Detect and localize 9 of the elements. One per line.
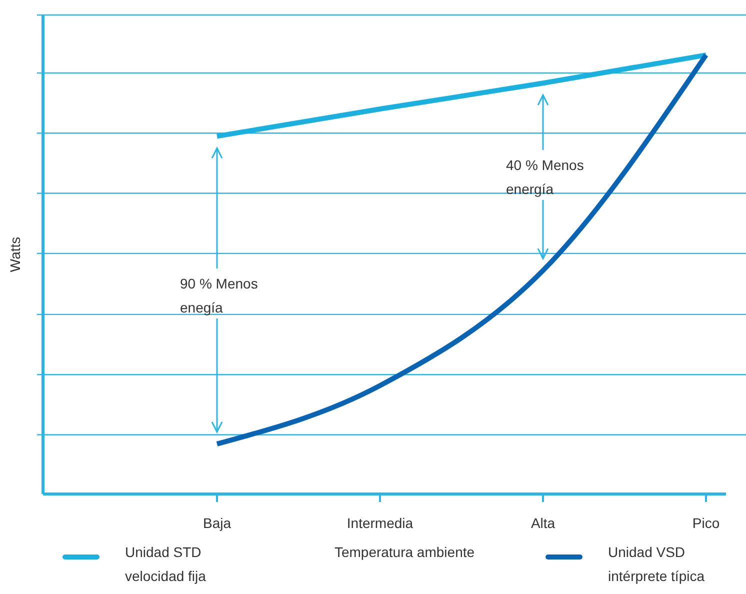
annotation: 90 % Menos enegía (180, 275, 258, 316)
legend-label: Unidad STD velocidad fija (125, 544, 206, 584)
x-axis-title: Temperatura ambiente (334, 544, 475, 560)
x-tick-label: Intermedia (346, 515, 414, 531)
y-axis-title: Watts (7, 236, 23, 272)
x-tick-label: Alta (530, 515, 556, 531)
x-tick-label: Pico (692, 515, 720, 531)
x-tick-label: Baja (202, 515, 232, 531)
legend-label: Unidad VSD intérprete típica (608, 544, 705, 584)
